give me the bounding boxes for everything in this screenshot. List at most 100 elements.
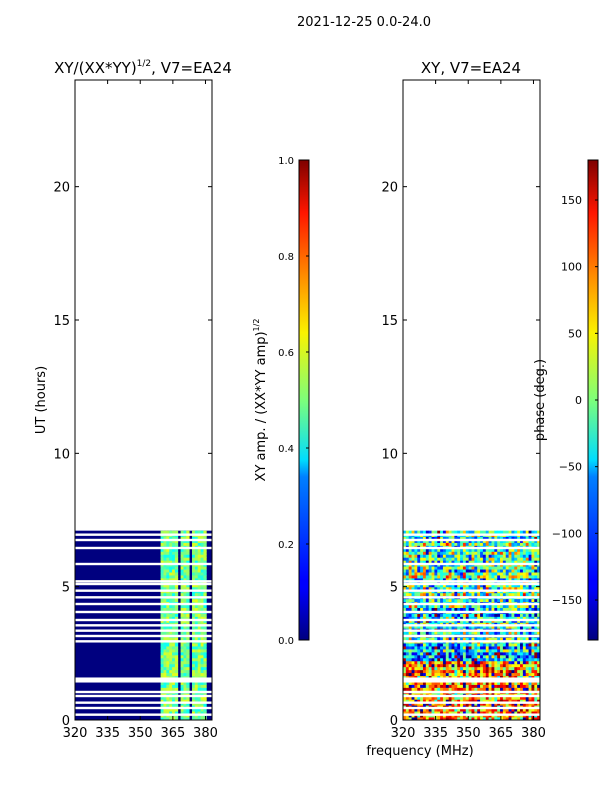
heatmap-cell xyxy=(468,616,472,620)
heatmap-cell xyxy=(514,530,518,535)
heatmap-cell xyxy=(511,613,515,617)
heatmap-cell xyxy=(169,646,173,650)
heatmap-cell xyxy=(511,666,515,671)
heatmap-cell xyxy=(502,684,507,688)
heatmap-cell xyxy=(497,657,501,662)
heatmap-cell xyxy=(422,566,427,570)
heatmap-cell xyxy=(440,675,444,679)
heatmap-cell xyxy=(192,631,196,635)
heatmap-cell xyxy=(200,616,204,620)
heatmap-cell xyxy=(431,643,435,647)
heatmap-cell xyxy=(172,557,176,561)
heatmap-cell xyxy=(451,654,455,659)
heatmap-cell xyxy=(411,669,415,674)
heatmap-cell xyxy=(172,708,176,712)
heatmap-cell xyxy=(462,575,467,579)
heatmap-cell xyxy=(465,566,470,570)
heatmap-cell xyxy=(457,631,461,635)
heatmap-cell xyxy=(192,663,196,668)
heatmap-cell xyxy=(448,625,452,629)
heatmap-cell xyxy=(482,657,487,662)
heatmap-cell xyxy=(163,646,167,650)
heatmap-cell xyxy=(420,649,424,653)
heatmap-cell xyxy=(534,684,538,688)
heatmap-cell xyxy=(517,604,521,608)
heatmap-cell xyxy=(408,586,412,591)
heatmap-cell xyxy=(460,649,464,653)
heatmap-cell xyxy=(183,646,187,650)
flagged-row xyxy=(403,618,540,622)
heatmap-cell xyxy=(411,554,415,558)
heatmap-cell xyxy=(531,578,535,582)
heatmap-cell xyxy=(522,663,527,668)
heatmap-cell xyxy=(511,672,515,677)
heatmap-cell xyxy=(488,666,492,671)
ytick-label: 20 xyxy=(381,181,398,196)
heatmap-cell xyxy=(474,717,478,720)
heatmap-cell xyxy=(428,613,432,617)
heatmap-cell xyxy=(192,681,196,685)
heatmap-cell xyxy=(163,554,167,558)
heatmap-cell xyxy=(488,663,492,668)
heatmap-cell xyxy=(192,548,196,552)
heatmap-cell xyxy=(160,631,164,635)
heatmap-cell xyxy=(197,542,201,546)
heatmap-cell xyxy=(192,607,196,611)
heatmap-cell xyxy=(528,598,532,603)
heatmap-cell xyxy=(488,669,492,674)
heatmap-cell xyxy=(502,557,507,561)
heatmap-cell xyxy=(408,607,412,611)
heatmap-cell xyxy=(420,604,424,608)
heatmap-cell xyxy=(197,684,201,688)
heatmap-cell xyxy=(197,631,201,635)
heatmap-cell xyxy=(508,622,512,626)
xtick-label: 350 xyxy=(456,726,481,741)
heatmap-cell xyxy=(457,551,461,555)
heatmap-cell xyxy=(183,643,187,647)
heatmap-cell xyxy=(517,657,521,662)
heatmap-cell xyxy=(460,663,464,668)
heatmap-cell xyxy=(434,681,438,685)
heatmap-cell xyxy=(457,708,461,712)
heatmap-cell xyxy=(454,572,458,576)
heatmap-cell xyxy=(462,651,467,656)
heatmap-cell xyxy=(471,646,475,650)
heatmap-cell xyxy=(485,560,490,564)
heatmap-cell xyxy=(448,663,452,668)
heatmap-cell xyxy=(514,548,518,552)
heatmap-cell xyxy=(514,583,518,588)
heatmap-cell xyxy=(454,672,458,677)
heatmap-cell xyxy=(451,622,455,626)
heatmap-cell xyxy=(160,580,164,585)
heatmap-cell xyxy=(525,598,529,603)
heatmap-cell xyxy=(497,717,501,720)
heatmap-cell xyxy=(451,578,455,582)
heatmap-cell xyxy=(163,711,167,715)
heatmap-cell xyxy=(491,578,495,582)
heatmap-cell xyxy=(417,663,421,668)
heatmap-cell xyxy=(511,616,515,620)
heatmap-cell xyxy=(537,536,540,540)
heatmap-cell xyxy=(437,649,441,653)
heatmap-cell xyxy=(425,578,430,582)
heatmap-cell xyxy=(537,708,540,712)
heatmap-cell xyxy=(468,717,472,720)
heatmap-cell xyxy=(420,663,424,668)
heatmap-cell xyxy=(480,637,484,641)
heatmap-cell xyxy=(437,572,441,576)
heatmap-cell xyxy=(180,643,184,647)
heatmap-cell xyxy=(494,708,498,712)
heatmap-cell xyxy=(482,699,487,703)
heatmap-cell xyxy=(194,554,199,558)
heatmap-cell xyxy=(474,672,478,677)
heatmap-cell xyxy=(465,631,470,635)
heatmap-cell xyxy=(485,660,490,665)
heatmap-cell xyxy=(485,702,490,706)
heatmap-cell xyxy=(537,539,540,543)
heatmap-cell xyxy=(517,560,521,564)
heatmap-cell xyxy=(166,586,170,591)
heatmap-cell xyxy=(511,660,515,665)
heatmap-cell xyxy=(517,643,521,647)
heatmap-cell xyxy=(537,604,540,608)
heatmap-cell xyxy=(414,613,418,617)
